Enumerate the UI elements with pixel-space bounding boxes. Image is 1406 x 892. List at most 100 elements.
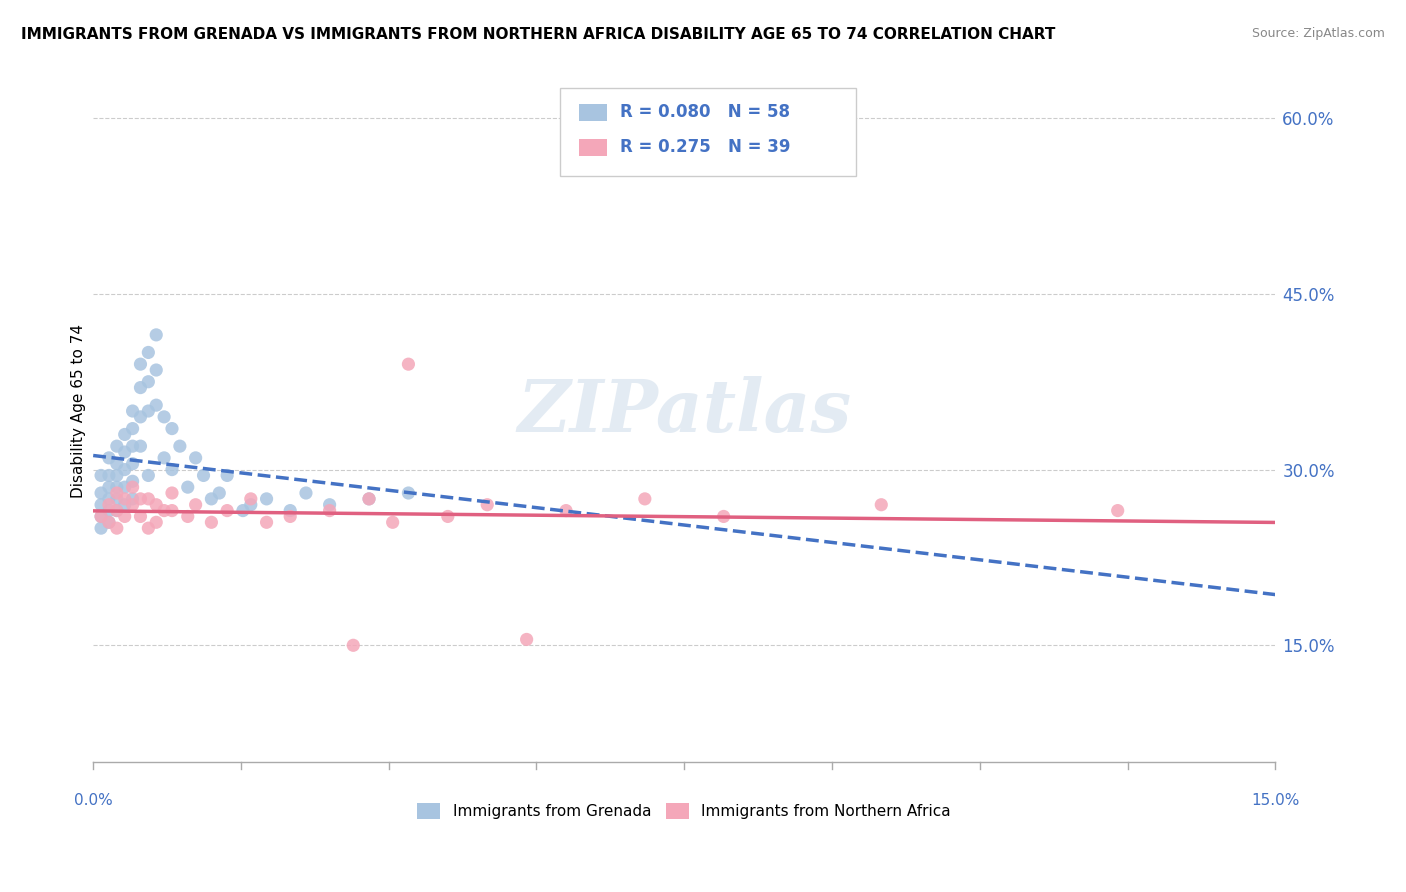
Point [318,503,340,517]
Point [105,503,128,517]
Point [138,404,160,418]
Point [105,491,128,506]
Point [90,509,112,524]
Point [153,503,176,517]
Point [239,491,262,506]
Point [193,468,215,483]
Point [129,439,152,453]
Point [90,486,112,500]
Point [97,498,120,512]
Point [634,491,657,506]
Point [256,491,278,506]
FancyBboxPatch shape [579,103,607,120]
Text: R = 0.080   N = 58: R = 0.080 N = 58 [620,103,790,121]
Point [97,468,120,483]
Point [177,480,200,494]
Point [121,404,143,418]
Point [278,509,301,524]
Point [114,509,136,524]
Point [138,375,160,389]
Point [160,503,183,517]
Point [357,491,380,506]
Point [516,632,538,647]
Point [278,503,301,517]
Point [129,409,152,424]
Point [177,509,200,524]
Point [114,491,136,506]
Point [208,486,231,500]
Point [129,357,152,371]
Point [184,498,207,512]
Point [114,427,136,442]
FancyBboxPatch shape [560,87,856,176]
FancyBboxPatch shape [579,139,607,156]
Point [121,498,143,512]
Text: R = 0.275   N = 39: R = 0.275 N = 39 [620,138,792,156]
Point [295,486,318,500]
Point [97,450,120,465]
Point [121,491,143,506]
Point [342,638,364,652]
Point [1107,503,1129,517]
Point [97,503,120,517]
Text: IMMIGRANTS FROM GRENADA VS IMMIGRANTS FROM NORTHERN AFRICA DISABILITY AGE 65 TO : IMMIGRANTS FROM GRENADA VS IMMIGRANTS FR… [21,27,1056,42]
Point [121,439,143,453]
Point [121,475,143,489]
Point [90,468,112,483]
Point [97,480,120,494]
Point [713,509,735,524]
Point [160,421,183,435]
Point [129,381,152,395]
Point [153,450,176,465]
Point [138,345,160,359]
Point [256,516,278,530]
Point [145,498,167,512]
Point [138,491,160,506]
Point [105,457,128,471]
Point [129,509,152,524]
Text: 0.0%: 0.0% [73,793,112,807]
Point [129,491,152,506]
Point [217,468,239,483]
Point [90,509,112,524]
Point [437,509,460,524]
Point [318,498,340,512]
Point [381,516,404,530]
Point [357,491,380,506]
Point [217,503,239,517]
Point [90,498,112,512]
Point [114,498,136,512]
Point [114,445,136,459]
Text: ZIPatlas: ZIPatlas [517,376,851,447]
Y-axis label: Disability Age 65 to 74: Disability Age 65 to 74 [72,324,86,498]
Point [138,468,160,483]
Point [200,491,222,506]
Point [145,363,167,377]
Point [169,439,191,453]
Point [121,457,143,471]
Point [396,357,419,371]
Point [121,421,143,435]
Point [396,486,419,500]
Point [105,521,128,535]
Point [121,480,143,494]
Point [97,491,120,506]
Point [114,462,136,476]
Point [200,516,222,530]
Point [105,439,128,453]
Point [184,450,207,465]
Point [145,327,167,342]
Text: 15.0%: 15.0% [1251,793,1299,807]
Legend: Immigrants from Grenada, Immigrants from Northern Africa: Immigrants from Grenada, Immigrants from… [412,797,957,825]
Point [477,498,499,512]
Point [160,486,183,500]
Point [555,503,578,517]
Point [160,462,183,476]
Text: Source: ZipAtlas.com: Source: ZipAtlas.com [1251,27,1385,40]
Point [105,468,128,483]
Point [97,516,120,530]
Point [145,398,167,412]
Point [105,486,128,500]
Point [97,516,120,530]
Point [232,503,254,517]
